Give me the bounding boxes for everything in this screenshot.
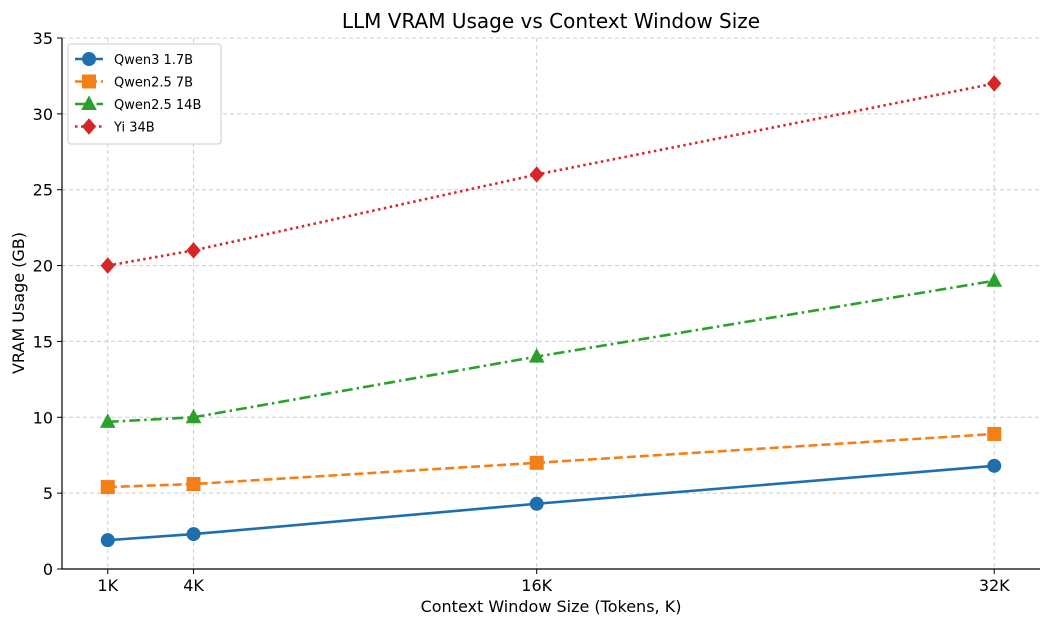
legend-entry: Qwen2.5 14B (114, 98, 201, 113)
x-tick-label: 1K (97, 576, 118, 595)
series (99, 75, 1003, 548)
data-point (100, 533, 115, 548)
y-tick-label: 0 (43, 560, 53, 579)
y-tick-label: 30 (33, 105, 53, 124)
x-tick-label: 32K (979, 576, 1010, 595)
series-line (107, 82, 995, 267)
data-point (186, 242, 201, 259)
series-qwen2-5-14b (99, 272, 1003, 428)
data-point (185, 408, 202, 424)
legend-marker (81, 118, 97, 135)
legend-box (67, 43, 222, 145)
data-point (529, 166, 544, 183)
y-tick-label: 25 (33, 181, 53, 200)
legend-entry: Qwen2.5 7B (114, 76, 193, 91)
data-point (99, 413, 116, 428)
series-line (107, 464, 995, 542)
series-line (107, 279, 995, 424)
data-point (987, 458, 1002, 473)
y-tick-label: 15 (33, 332, 53, 351)
data-point (986, 272, 1003, 287)
legend-marker (82, 74, 96, 89)
x-axis-label: Context Window Size (Tokens, K) (421, 597, 682, 616)
series-line (107, 432, 995, 489)
data-point (186, 527, 201, 542)
y-tick-label: 35 (33, 29, 53, 48)
legend-marker (81, 95, 97, 110)
chart-title: LLM VRAM Usage vs Context Window Size (342, 9, 760, 33)
tick-labels: 0 5 10 15 20 25 30 35 1K 4K 16K 32K (33, 29, 1011, 595)
x-tick-label: 16K (521, 576, 552, 595)
data-point (529, 455, 544, 470)
series-qwen3-1-7b (100, 458, 1002, 548)
data-point (528, 348, 545, 363)
data-point (186, 477, 201, 492)
x-tick-label: 4K (183, 576, 204, 595)
y-tick-label: 20 (33, 257, 53, 276)
legend-entry: Qwen3 1.7B (114, 53, 193, 68)
legend-entry: Yi 34B (113, 121, 155, 136)
axes (61, 38, 1040, 570)
data-point (100, 257, 115, 274)
y-axis-label: VRAM Usage (GB) (9, 232, 28, 374)
data-point (987, 75, 1002, 92)
legend-marker (82, 52, 96, 66)
y-tick-label: 10 (33, 408, 53, 427)
legend: Qwen3 1.7B Qwen2.5 7B Qwen2.5 14B Yi 34B (67, 43, 222, 145)
series-yi-34b (100, 75, 1002, 274)
data-point (987, 426, 1002, 441)
y-tick-label: 5 (43, 484, 53, 503)
data-point (100, 480, 115, 495)
series-qwen2-5-7b (100, 426, 1002, 495)
data-point (529, 496, 544, 511)
